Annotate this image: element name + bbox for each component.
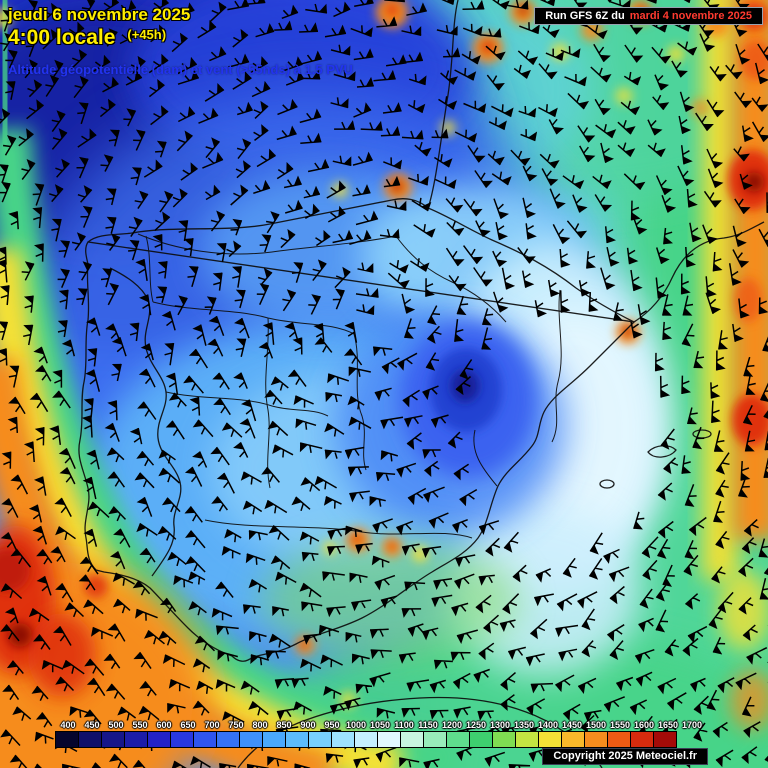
legend-value: 900 [300, 720, 316, 730]
legend-value: 950 [324, 720, 340, 730]
legend-color-bar [55, 731, 704, 748]
legend-value: 550 [132, 720, 148, 730]
legend-value: 600 [156, 720, 172, 730]
legend-value: 1200 [441, 720, 463, 730]
legend-color-box [262, 731, 286, 748]
copyright-label: Copyright 2025 Meteociel.fr [542, 748, 708, 765]
legend-color-box [377, 731, 401, 748]
legend-value: 750 [228, 720, 244, 730]
run-info-box: Run GFS 6Z du mardi 4 novembre 2025 [534, 7, 763, 25]
legend-value: 850 [276, 720, 292, 730]
legend-value: 1350 [513, 720, 535, 730]
legend-color-box [193, 731, 217, 748]
legend-color-box [78, 731, 102, 748]
forecast-time-row: 4:00 locale (+45h) [8, 26, 353, 50]
run-label: Run GFS 6Z du [545, 10, 625, 22]
legend-values-row: 400 450 500 550 600 650 700 750 800 850 900 950 1000… [56, 720, 704, 730]
legend-value: 1000 [345, 720, 367, 730]
legend-color-box [331, 731, 355, 748]
legend-value: 1550 [609, 720, 631, 730]
legend-color-box [538, 731, 562, 748]
legend-color-box [446, 731, 470, 748]
run-date-label: mardi 4 novembre 2025 [629, 10, 752, 22]
legend-value: 1300 [489, 720, 511, 730]
color-scale-legend: 400 450 500 550 600 650 700 750 800 850 900 950 1000… [55, 720, 704, 748]
map-header: jeudi 6 novembre 2025 4:00 locale (+45h) … [8, 5, 353, 77]
legend-value: 1500 [585, 720, 607, 730]
legend-value: 1400 [537, 720, 559, 730]
legend-color-box [469, 731, 493, 748]
legend-value: 650 [180, 720, 196, 730]
legend-value: 1250 [465, 720, 487, 730]
legend-color-box [607, 731, 631, 748]
legend-value: 1450 [561, 720, 583, 730]
legend-color-box [101, 731, 125, 748]
forecast-date-label: jeudi 6 novembre 2025 [8, 5, 191, 24]
legend-color-box [170, 731, 194, 748]
legend-color-box [630, 731, 654, 748]
legend-value: 400 [60, 720, 76, 730]
legend-color-box [584, 731, 608, 748]
legend-color-box [423, 731, 447, 748]
legend-color-box [653, 731, 677, 748]
legend-value: 1700 [681, 720, 703, 730]
legend-color-box [124, 731, 148, 748]
legend-color-box [400, 731, 424, 748]
legend-color-box [308, 731, 332, 748]
legend-color-box [239, 731, 263, 748]
legend-value: 1100 [394, 720, 414, 730]
legend-value: 1050 [369, 720, 391, 730]
legend-value: 500 [108, 720, 124, 730]
legend-value: 800 [252, 720, 268, 730]
legend-value: 1650 [657, 720, 679, 730]
legend-color-box [216, 731, 240, 748]
legend-color-box [492, 731, 516, 748]
legend-color-box [147, 731, 171, 748]
forecast-time-label: 4:00 locale [8, 26, 116, 50]
map-parameter-title: Altitude géopotentielle (dam) et vent (>… [8, 61, 353, 77]
legend-color-box [354, 731, 378, 748]
legend-color-box [55, 731, 79, 748]
legend-color-box [285, 731, 309, 748]
legend-value: 700 [204, 720, 220, 730]
legend-value: 450 [84, 720, 100, 730]
legend-color-box [561, 731, 585, 748]
forecast-offset-label: (+45h) [127, 27, 167, 43]
legend-color-box [515, 731, 539, 748]
legend-value: 1150 [418, 720, 438, 730]
legend-value: 1600 [633, 720, 655, 730]
